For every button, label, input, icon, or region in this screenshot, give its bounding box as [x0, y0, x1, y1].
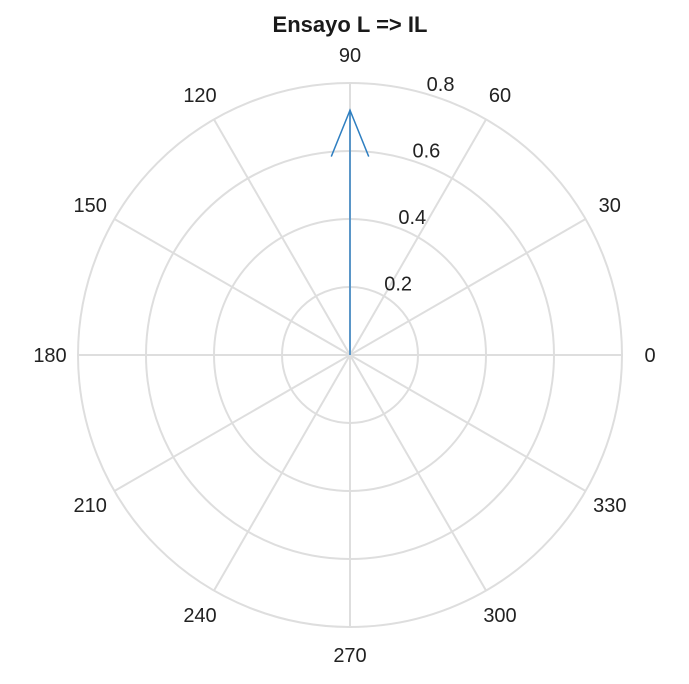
angle-tick-label-120: 120: [183, 85, 216, 107]
data-layer: [330, 108, 370, 355]
angle-tick-label-150: 150: [74, 195, 107, 217]
radial-tick-label-0.4: 0.4: [398, 207, 426, 229]
angle-tick-label-240: 240: [183, 605, 216, 627]
angle-tick-label-330: 330: [593, 495, 626, 517]
grid-circle-0.8: [77, 82, 623, 628]
polar-grid: [77, 82, 623, 628]
tick-labels: 0 30 60 90 120 150 180 210 240 270 300 330 0.2 0.4 0.6…: [33, 45, 655, 667]
chart-title: Ensayo L => IL: [273, 12, 428, 37]
angle-tick-label-60: 60: [489, 85, 511, 107]
radial-tick-label-0.6: 0.6: [413, 140, 441, 162]
angle-tick-label-270: 270: [333, 645, 366, 667]
angle-tick-label-0: 0: [644, 345, 655, 367]
angle-tick-label-30: 30: [599, 195, 621, 217]
angle-tick-label-210: 210: [74, 495, 107, 517]
angle-tick-label-180: 180: [33, 345, 66, 367]
radial-tick-label-0.2: 0.2: [384, 273, 412, 295]
radial-tick-label-0.8: 0.8: [427, 74, 455, 96]
arrow-head-0: [330, 108, 370, 157]
angle-tick-label-300: 300: [483, 605, 516, 627]
angle-tick-label-90: 90: [339, 45, 361, 67]
